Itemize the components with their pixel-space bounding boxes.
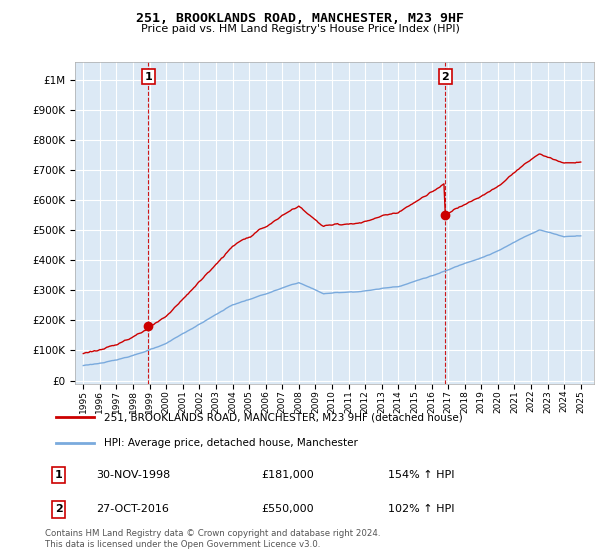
Text: 2: 2	[55, 505, 62, 515]
Text: 1: 1	[55, 470, 62, 480]
Text: £550,000: £550,000	[261, 505, 314, 515]
Text: Price paid vs. HM Land Registry's House Price Index (HPI): Price paid vs. HM Land Registry's House …	[140, 24, 460, 34]
Text: HPI: Average price, detached house, Manchester: HPI: Average price, detached house, Manc…	[104, 437, 358, 447]
Text: £181,000: £181,000	[261, 470, 314, 480]
Text: Contains HM Land Registry data © Crown copyright and database right 2024.
This d: Contains HM Land Registry data © Crown c…	[45, 529, 380, 549]
Text: 27-OCT-2016: 27-OCT-2016	[96, 505, 169, 515]
Text: 251, BROOKLANDS ROAD, MANCHESTER, M23 9HF: 251, BROOKLANDS ROAD, MANCHESTER, M23 9H…	[136, 12, 464, 25]
Text: 30-NOV-1998: 30-NOV-1998	[96, 470, 170, 480]
Text: 2: 2	[442, 72, 449, 82]
Text: 251, BROOKLANDS ROAD, MANCHESTER, M23 9HF (detached house): 251, BROOKLANDS ROAD, MANCHESTER, M23 9H…	[104, 412, 463, 422]
Text: 102% ↑ HPI: 102% ↑ HPI	[388, 505, 454, 515]
Text: 154% ↑ HPI: 154% ↑ HPI	[388, 470, 454, 480]
Text: 1: 1	[145, 72, 152, 82]
